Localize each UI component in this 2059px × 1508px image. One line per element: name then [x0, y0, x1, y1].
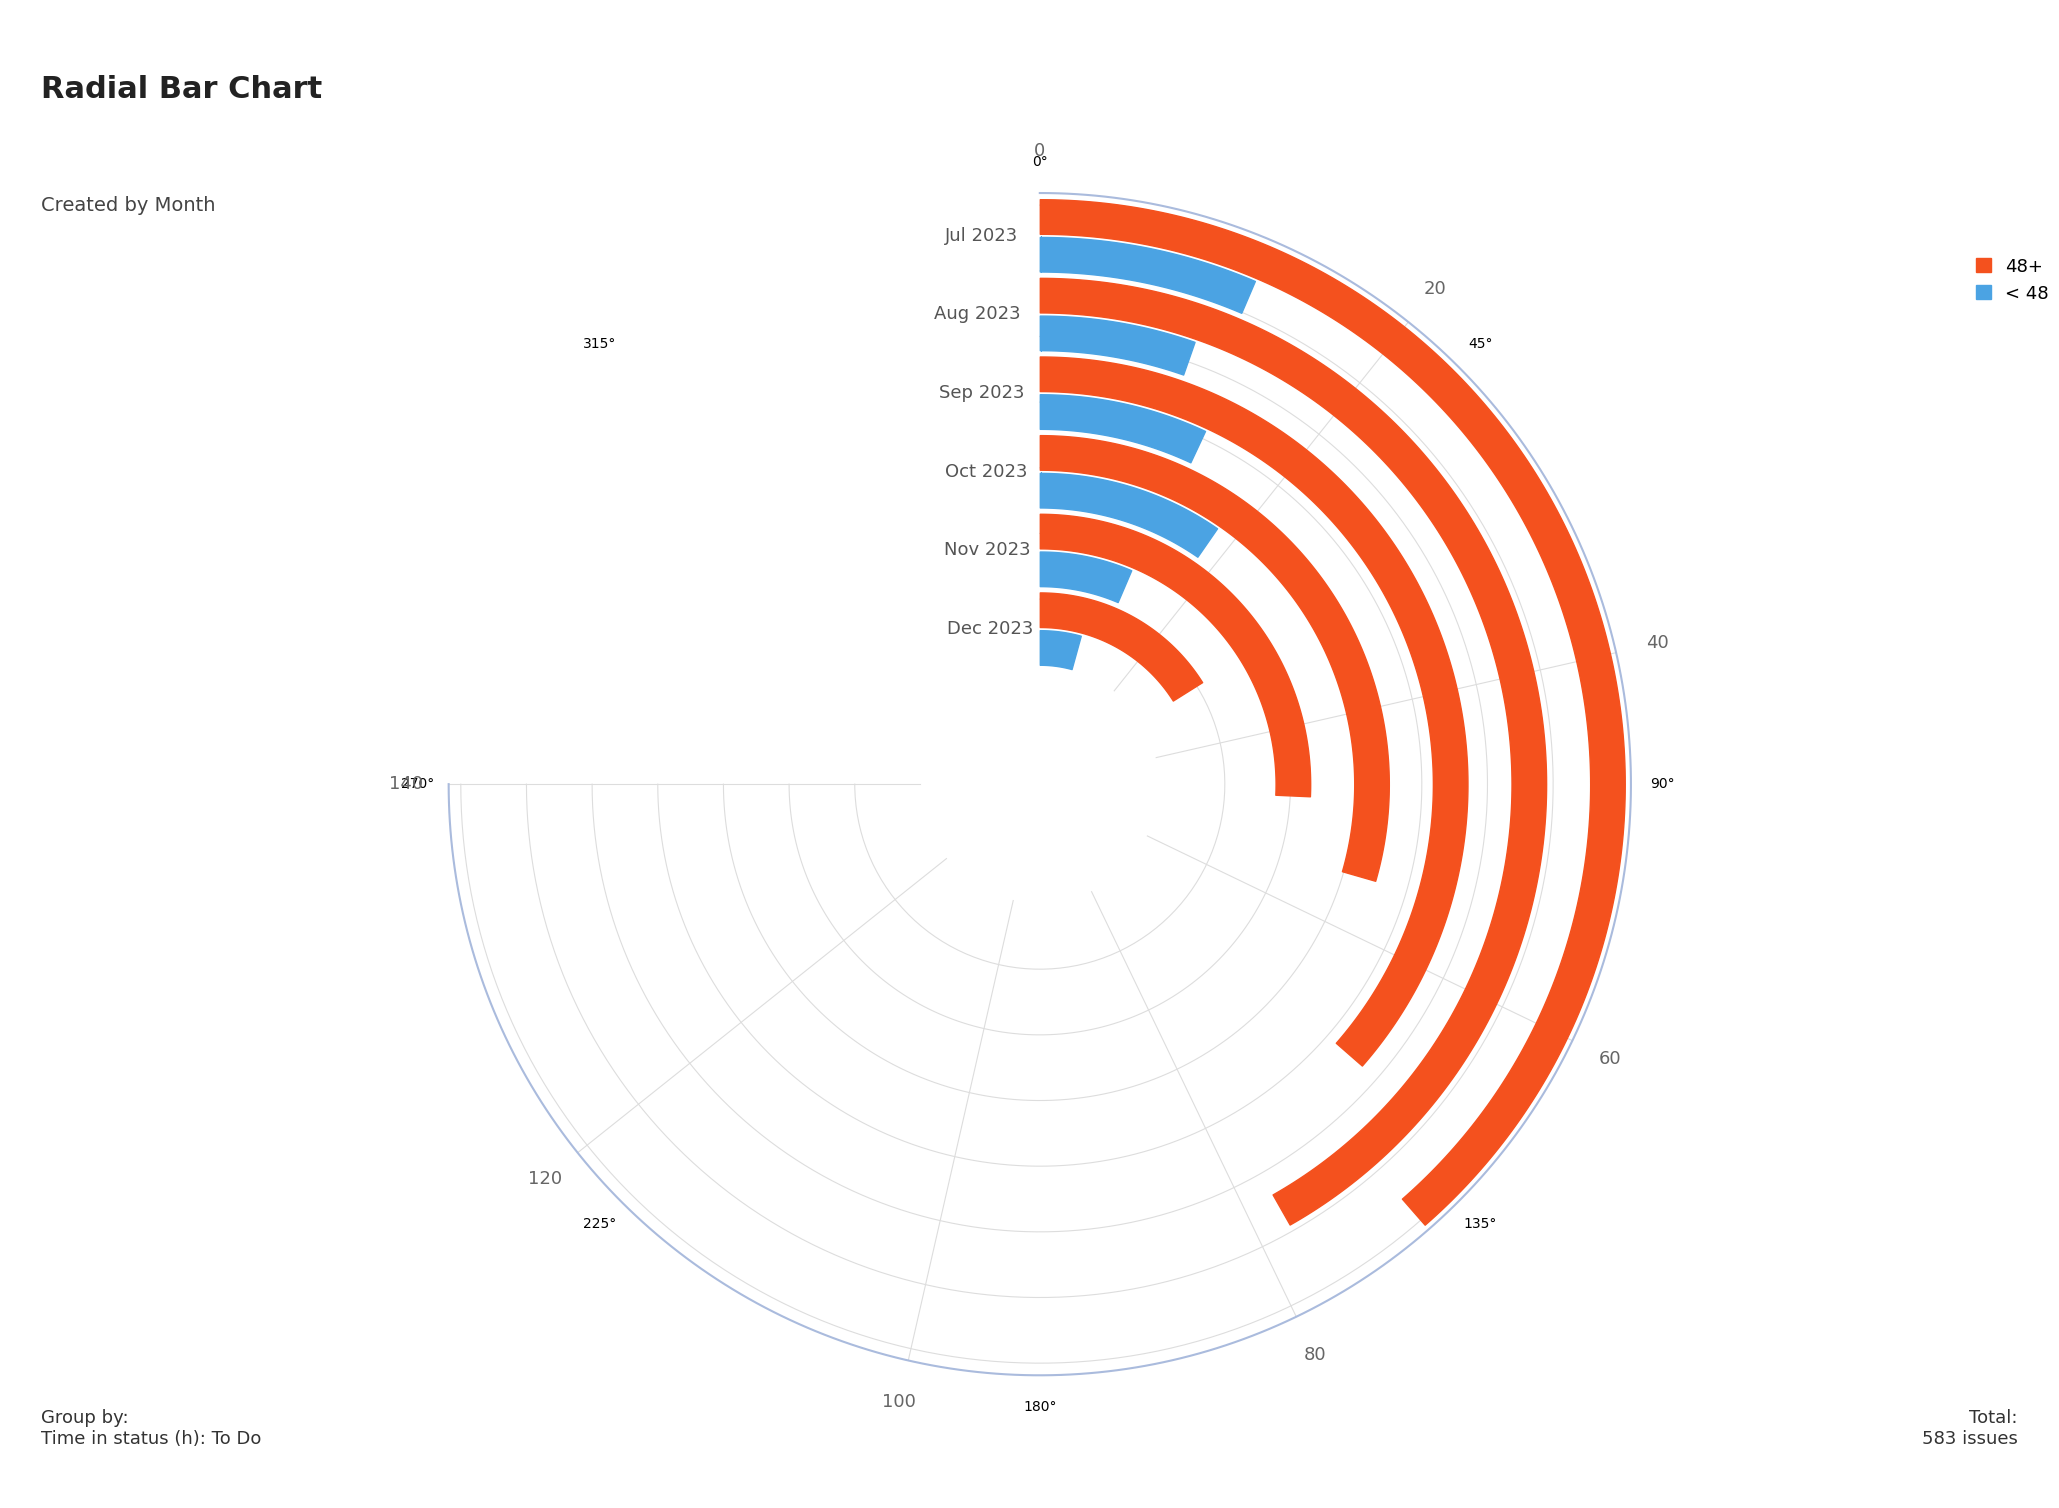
Text: Total:
583 issues: Total: 583 issues	[1921, 1408, 2018, 1448]
Text: Created by Month: Created by Month	[41, 196, 216, 216]
Text: Sep 2023: Sep 2023	[939, 385, 1023, 403]
Text: Oct 2023: Oct 2023	[945, 463, 1027, 481]
Text: Radial Bar Chart: Radial Bar Chart	[41, 75, 323, 104]
Text: 0: 0	[1034, 142, 1046, 160]
Text: Group by:
Time in status (h): To Do: Group by: Time in status (h): To Do	[41, 1408, 261, 1448]
Text: 100: 100	[881, 1393, 916, 1410]
Text: Nov 2023: Nov 2023	[943, 541, 1030, 559]
Text: 140: 140	[389, 775, 424, 793]
Text: 20: 20	[1423, 280, 1445, 299]
Text: Jul 2023: Jul 2023	[945, 226, 1017, 244]
Text: Aug 2023: Aug 2023	[935, 306, 1021, 323]
Text: 80: 80	[1303, 1345, 1326, 1363]
Text: 60: 60	[1600, 1050, 1622, 1068]
Text: 120: 120	[527, 1170, 562, 1188]
Text: Dec 2023: Dec 2023	[947, 620, 1034, 638]
Text: 40: 40	[1645, 635, 1668, 653]
Legend: 48+, < 48: 48+, < 48	[1968, 250, 2057, 309]
